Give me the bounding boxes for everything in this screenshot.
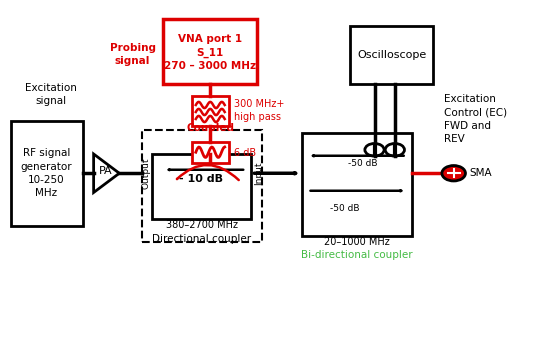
FancyArrowPatch shape: [177, 165, 239, 180]
Text: Output: Output: [141, 158, 150, 189]
Text: Excitation
Control (EC)
FWD and
REV: Excitation Control (EC) FWD and REV: [444, 94, 507, 144]
FancyBboxPatch shape: [350, 26, 433, 84]
FancyBboxPatch shape: [142, 130, 262, 242]
Text: VNA port 1
S_11
270 – 3000 MHz: VNA port 1 S_11 270 – 3000 MHz: [164, 34, 256, 71]
Text: 20–1000 MHz: 20–1000 MHz: [324, 237, 389, 247]
FancyBboxPatch shape: [192, 142, 229, 163]
FancyBboxPatch shape: [302, 133, 412, 236]
Circle shape: [365, 144, 384, 156]
Text: -50 dB: -50 dB: [348, 159, 377, 168]
Text: Oscilloscope: Oscilloscope: [357, 50, 426, 60]
Text: SMA: SMA: [470, 168, 492, 178]
Text: 380–2700 MHz: 380–2700 MHz: [166, 220, 238, 230]
Circle shape: [385, 144, 404, 156]
Text: Probing
signal: Probing signal: [110, 43, 156, 66]
Text: Bi-directional coupler: Bi-directional coupler: [301, 251, 412, 260]
Text: Excitation
signal: Excitation signal: [25, 83, 77, 106]
Text: Input: Input: [255, 161, 263, 185]
Text: Coupled: Coupled: [186, 123, 234, 133]
Circle shape: [442, 166, 465, 181]
Polygon shape: [94, 154, 119, 192]
Text: RF signal
generator
10-250
MHz: RF signal generator 10-250 MHz: [21, 148, 72, 198]
Text: Directional coupler: Directional coupler: [152, 234, 251, 244]
FancyBboxPatch shape: [11, 121, 83, 226]
Text: 6 dB: 6 dB: [234, 148, 256, 158]
Text: -50 dB: -50 dB: [330, 204, 360, 213]
Text: - 10 dB: - 10 dB: [179, 174, 223, 183]
FancyBboxPatch shape: [152, 154, 251, 219]
Text: PA: PA: [98, 167, 112, 176]
Text: 300 MHz+
high pass: 300 MHz+ high pass: [234, 99, 285, 122]
FancyBboxPatch shape: [192, 96, 229, 126]
FancyBboxPatch shape: [163, 19, 257, 84]
